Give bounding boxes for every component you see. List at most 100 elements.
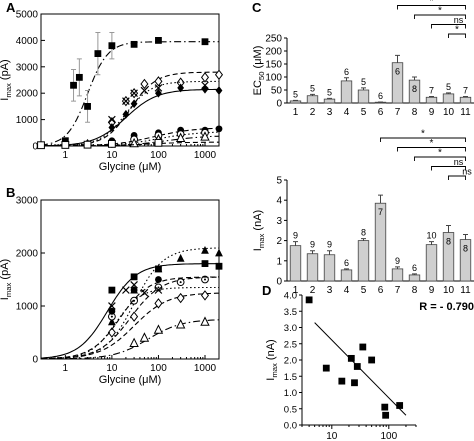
error-bar (429, 96, 434, 98)
data-point (175, 319, 186, 329)
n-label: 6 (395, 67, 400, 77)
y-tick-label: 0.5 (284, 404, 297, 415)
series-open-triangle (41, 316, 220, 360)
n-label: 8 (463, 244, 468, 254)
data-point (140, 78, 149, 90)
panel-label-b: B (6, 185, 15, 200)
x-axis-label: Glycine (μM) (99, 374, 162, 386)
y-tick-label: 0 (276, 99, 282, 110)
error-bar (463, 96, 468, 98)
fit-curve (41, 131, 219, 147)
data-point (61, 137, 69, 145)
category-label: 1 (293, 285, 299, 296)
panel-label-d: D (262, 283, 271, 298)
significance-label: * (421, 129, 425, 140)
y-tick-label: 4000 (16, 36, 39, 47)
data-point (75, 73, 83, 81)
category-label: 11 (460, 285, 471, 296)
data-point (122, 97, 130, 105)
error-bar (293, 241, 298, 246)
error-bar (463, 234, 468, 240)
data-point (322, 364, 330, 372)
error-bar (293, 99, 298, 101)
data-point (215, 86, 223, 95)
error-bar (310, 250, 315, 254)
data-point (108, 286, 116, 294)
data-point (107, 317, 116, 326)
y-tick-label: 200 (265, 47, 282, 58)
data-point (353, 363, 361, 370)
data-point (155, 276, 162, 283)
n-label: 5 (310, 83, 315, 93)
y-axis-label-subscript: max (257, 233, 266, 248)
n-label: 6 (344, 67, 349, 77)
y-axis-label-main: I (0, 98, 11, 101)
fit-curve (41, 71, 220, 147)
n-label: 9 (310, 240, 315, 250)
x-tick-label: 10 (106, 150, 118, 161)
data-point (351, 379, 358, 387)
data-point (37, 141, 45, 150)
y-tick-label: 3000 (16, 62, 39, 73)
error-bar (361, 238, 366, 241)
y-axis-label-subscript: max (270, 363, 279, 378)
data-point (107, 327, 116, 338)
y-axis-label-subscript: max (4, 282, 13, 297)
y-axis-label-unit: (nA) (265, 339, 277, 363)
panel-d-correlation: 0.00.51.01.52.02.53.03.54.010100EC50 (μM… (265, 291, 474, 441)
y-tick-label: 2000 (16, 89, 39, 100)
bar-10 (442, 93, 455, 104)
data-point (154, 138, 163, 147)
significance-bracket (414, 14, 466, 19)
y-axis-label-unit: (pA) (0, 259, 11, 283)
data-point (154, 298, 163, 309)
significance-bracket (431, 24, 466, 29)
y-axis-label-subscript: 50 (257, 72, 266, 81)
data-point (200, 131, 210, 141)
data-point (140, 288, 149, 297)
n-label: 7 (463, 86, 468, 96)
error-bar (429, 241, 434, 245)
fit-curve (40, 41, 219, 146)
category-label: 9 (429, 107, 435, 118)
fit-curve (40, 276, 220, 360)
data-point (107, 139, 116, 148)
y-axis-label: Imax (nA) (265, 339, 279, 380)
significance-label: ns (454, 15, 464, 25)
data-point (154, 286, 163, 294)
y-tick-label: 2 (276, 236, 282, 247)
data-point (338, 377, 346, 385)
data-point (215, 248, 223, 257)
category-label: 8 (412, 107, 418, 118)
data-point (215, 125, 223, 133)
data-point (201, 84, 209, 94)
significance-label: * (455, 25, 459, 36)
category-label: 6 (378, 285, 384, 296)
n-label: 5 (293, 89, 298, 99)
y-tick-label: 1 (276, 256, 282, 267)
y-axis-label-main: I (252, 248, 264, 251)
data-point (347, 354, 355, 362)
marker-dot (203, 278, 206, 281)
data-point (130, 40, 138, 48)
marker-dot (157, 286, 160, 289)
data-point (215, 262, 223, 270)
bar-3 (323, 254, 336, 282)
category-label: 4 (344, 285, 350, 296)
y-tick-label: 100 (265, 73, 282, 84)
panel-a-dose-response: 0 1000 2000 3000 4000 5000 1 10 100 1000 Glycine (… (0, 10, 224, 173)
data-point (130, 286, 138, 294)
error-bar (378, 194, 383, 204)
fit-curve (41, 247, 220, 360)
data-point (201, 245, 209, 254)
x-tick-label: 1000 (194, 150, 217, 161)
n-label: 8 (446, 237, 451, 247)
significance-label: * (430, 0, 434, 7)
correlation-annotation: R = - 0.790 (419, 301, 474, 313)
bar-3 (323, 98, 336, 104)
data-point (129, 337, 139, 347)
marker-dot (110, 315, 113, 318)
error-bar (310, 93, 315, 96)
n-label: 5 (446, 82, 451, 92)
